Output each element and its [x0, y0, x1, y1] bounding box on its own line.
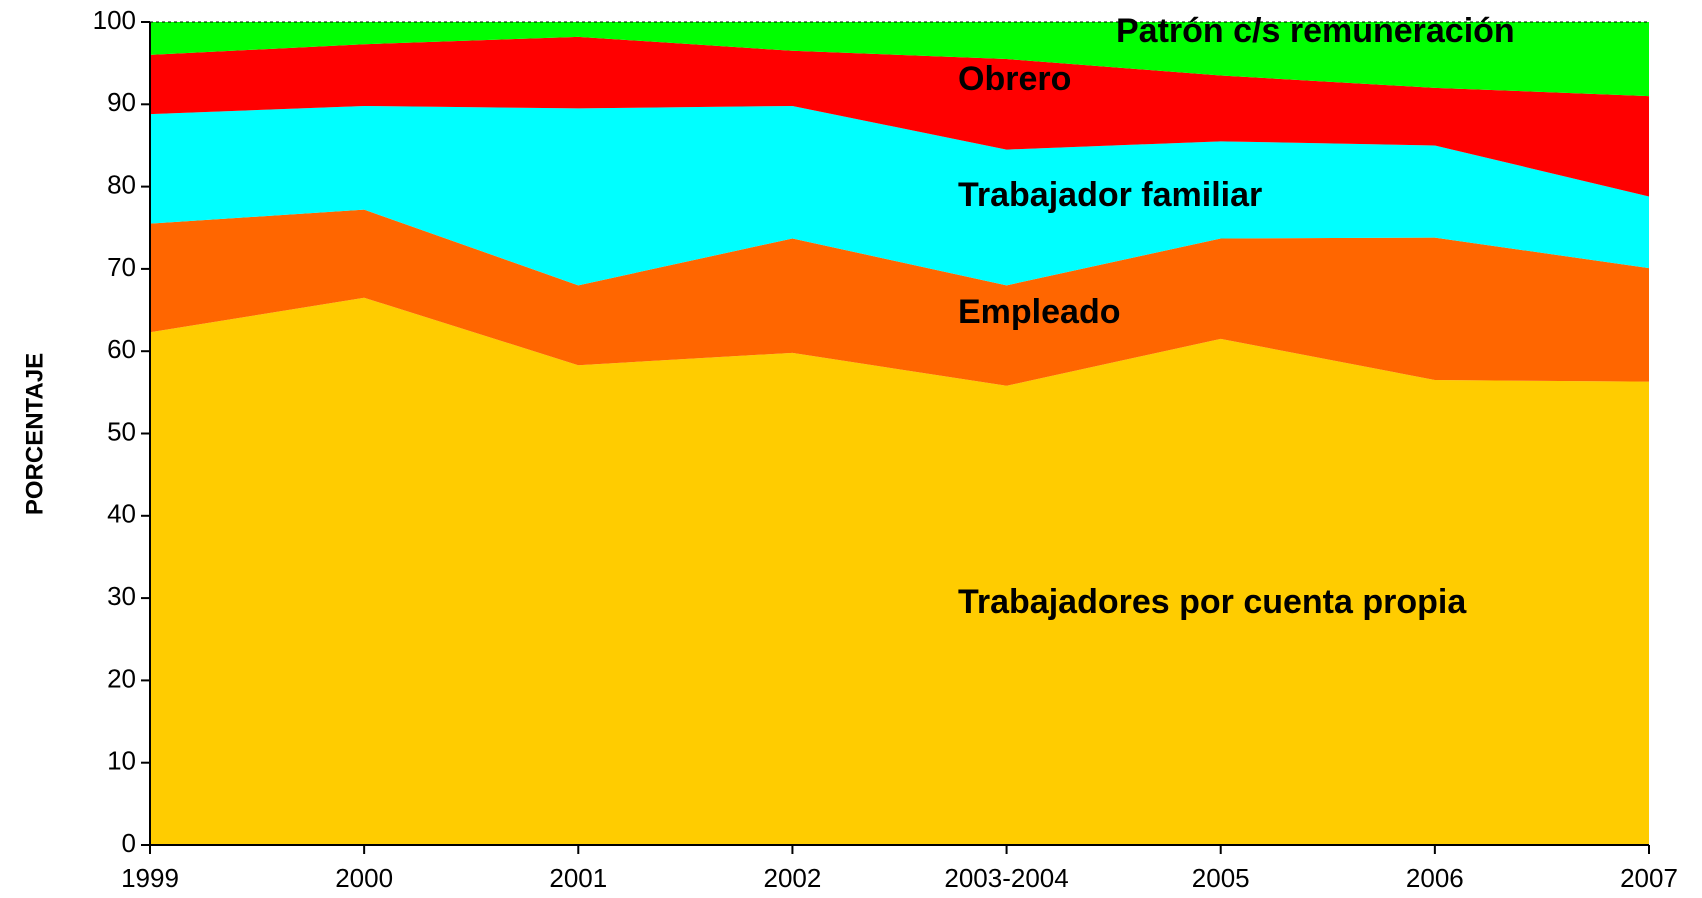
series-label: Patrón c/s remuneración — [1116, 12, 1515, 50]
y-axis-title: PORCENTAJE — [21, 353, 48, 515]
series-label: Obrero — [958, 60, 1071, 98]
area — [150, 297, 1649, 846]
x-tick-label: 2000 — [335, 863, 393, 893]
areas — [150, 22, 1649, 846]
y-tick-label: 70 — [107, 252, 136, 282]
x-tick-label: 2005 — [1192, 863, 1250, 893]
x-tick-label: 1999 — [121, 863, 179, 893]
series-labels: Trabajadores por cuenta propia Empleado Tr… — [958, 12, 1515, 621]
y-tick-label: 90 — [107, 87, 136, 117]
axes: 0 10 20 30 40 50 60 70 80 90 100 1999 2000 2001 2002 20… — [93, 5, 1678, 893]
y-tick-label: 100 — [93, 5, 136, 35]
x-tick-label: 2006 — [1406, 863, 1464, 893]
y-tick-label: 30 — [107, 581, 136, 611]
y-tick-label: 20 — [107, 663, 136, 693]
area — [150, 105, 1649, 286]
x-tick-label: 2002 — [764, 863, 822, 893]
y-tick-label: 60 — [107, 334, 136, 364]
y-tick-label: 50 — [107, 416, 136, 446]
y-tick-label: 80 — [107, 169, 136, 199]
x-tick-label: 2003-2004 — [944, 863, 1068, 893]
series-label: Trabajadores por cuenta propia — [958, 583, 1467, 621]
x-tick-label: 2001 — [549, 863, 607, 893]
area — [150, 36, 1649, 197]
area — [150, 209, 1649, 386]
x-tick-label: 2007 — [1620, 863, 1678, 893]
series-label: Empleado — [958, 293, 1120, 331]
series-label: Trabajador familiar — [958, 176, 1262, 214]
y-tick-label: 10 — [107, 746, 136, 776]
area — [150, 22, 1649, 97]
y-tick-label: 40 — [107, 499, 136, 529]
y-tick-label: 0 — [122, 828, 136, 858]
